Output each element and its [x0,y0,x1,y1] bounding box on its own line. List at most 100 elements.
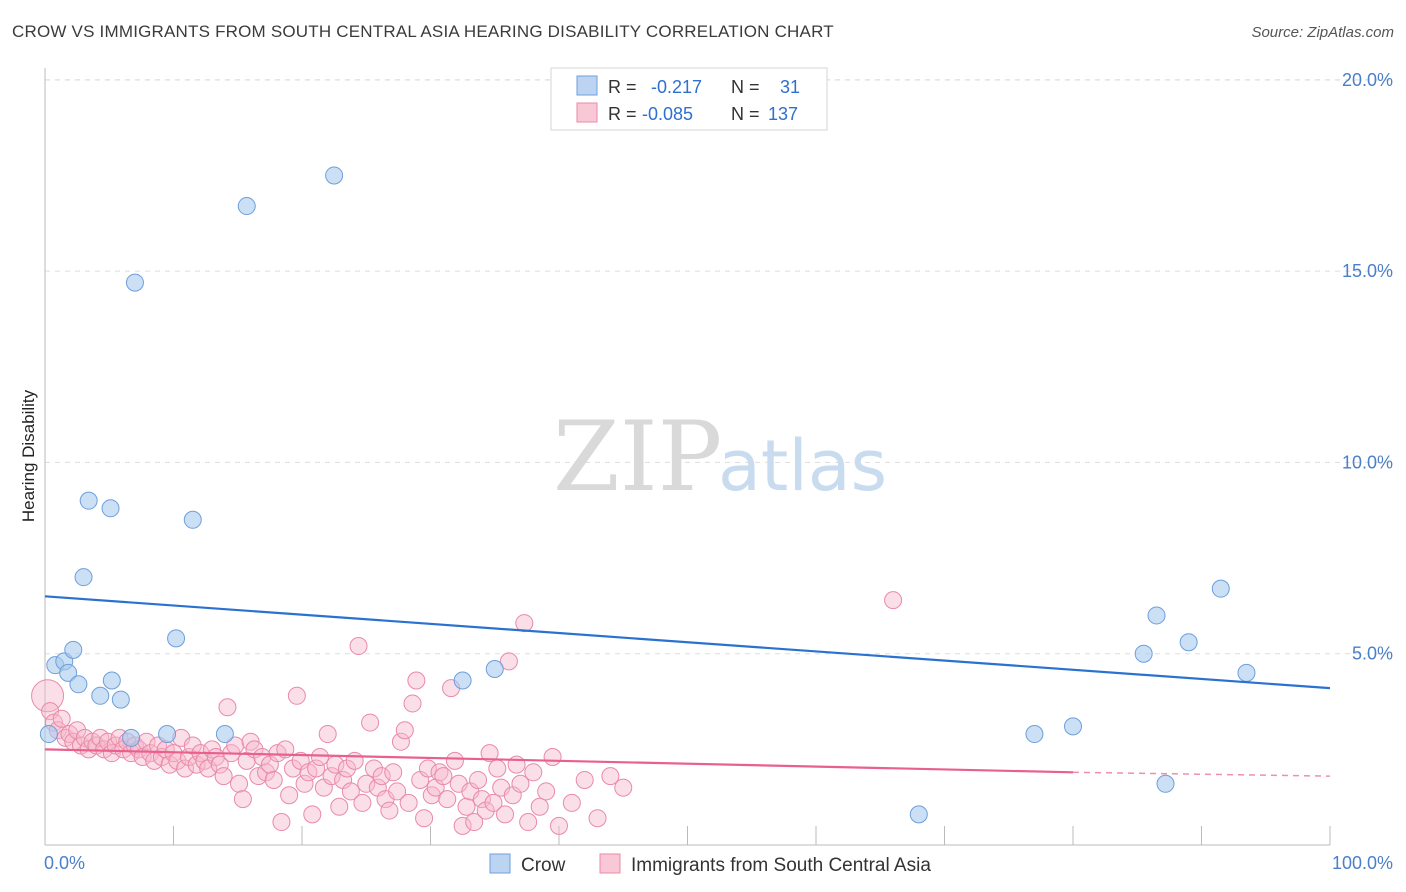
trend-lines [44,595,1331,777]
crow-point [125,273,144,292]
immigrants-point [31,679,65,713]
immigrants-point [287,686,306,705]
crow-point [158,725,177,744]
immigrants-point [361,713,380,732]
immigrants-point [280,786,299,805]
immigrants-point [303,805,322,824]
immigrants-point [341,782,360,801]
immigrants-point [453,816,472,835]
immigrants-point [403,694,422,713]
crow-point [237,197,256,216]
stats-box: R = -0.217 N = 31 R = -0.085 N = 137 [550,67,828,131]
immigrants-point [318,725,337,744]
immigrants-point [465,813,484,832]
crow-stats-swatch [576,75,598,96]
chart-title: CROW VS IMMIGRANTS FROM SOUTH CENTRAL AS… [12,22,834,41]
crow-point [325,166,344,185]
immigrants-point [884,591,903,610]
immigrants-point [68,721,87,740]
y-tick-labels: 5.0% 10.0% 15.0% 20.0% [1342,70,1393,664]
immigrants-trend-extension [1072,771,1331,777]
legend-crow-swatch [489,853,511,874]
watermark-zip: ZIP [553,401,722,513]
crow-point [1179,633,1198,652]
immigrants-point [264,770,283,789]
y-axis-label: Hearing Disability [19,389,38,522]
immigrants-point [488,759,507,778]
immigrants-point [307,759,326,778]
immigrants-point [496,805,515,824]
immigrants-point [218,698,237,717]
immigrants-point [233,790,252,809]
crow-point [1211,579,1230,598]
immigrants-point [434,767,453,786]
crow-point [909,805,928,824]
crow-point [64,640,83,659]
immigrants-point [445,751,464,770]
legend-immigrants-label: Immigrants from South Central Asia [631,855,931,876]
crow-point [39,725,58,744]
immigrants-point [614,778,633,797]
y-tick-label: 10.0% [1342,452,1393,472]
crow-point [1025,725,1044,744]
crow-point [1237,663,1256,682]
axes [44,68,1331,846]
immigrants-point [415,809,434,828]
crow-point [79,491,98,510]
immigrants-point [588,809,607,828]
immigrants-point [438,790,457,809]
immigrants-point [530,797,549,816]
immigrants-point [407,671,426,690]
crow-r-value: -0.217 [651,77,702,97]
immigrants-trend-line [44,748,1074,774]
immigrants-point [601,767,620,786]
immigrants-point [284,759,303,778]
immigrants-point [183,736,202,755]
immigrants-point [176,759,195,778]
immigrants-point [472,790,491,809]
crow-point [111,690,130,709]
source-label: Source: ZipAtlas.com [1251,24,1394,41]
immigrants-point [357,774,376,793]
imm-r-label: R = [608,104,637,124]
crow-point [1156,774,1175,793]
crow-point [59,663,78,682]
immigrants-point [330,797,349,816]
immigrants-point [353,793,372,812]
immigrants-point [524,763,543,782]
x-tick-label: 0.0% [44,853,85,873]
crow-point [167,629,186,648]
imm-r-value: -0.085 [642,104,693,124]
immigrants-point [253,748,272,767]
immigrants-point [349,637,368,656]
crow-point [69,675,88,694]
immigrants-point [457,797,476,816]
y-tick-label: 5.0% [1352,644,1393,664]
crow-points [39,166,1256,824]
crow-point [183,510,202,529]
immigrants-point [562,793,581,812]
crow-n-label: N = [731,77,760,97]
imm-n-value: 137 [768,104,798,124]
crow-point [102,671,121,690]
crow-point [485,660,504,679]
immigrants-points [31,591,903,835]
crow-n-value: 31 [780,77,800,97]
immigrants-point [384,763,403,782]
immigrants-point [469,770,488,789]
immigrants-point [372,767,391,786]
imm-stats-swatch [576,102,598,123]
immigrants-point [476,801,495,820]
immigrants-point [214,767,233,786]
immigrants-point [210,755,229,774]
immigrants-point [337,759,356,778]
crow-trend-line [44,595,1331,690]
x-tick-label: 100.0% [1332,853,1393,873]
immigrants-point [322,767,341,786]
immigrants-point [230,774,249,793]
crow-point [91,686,110,705]
immigrants-point [399,793,418,812]
immigrants-point [511,774,530,793]
immigrants-point [391,732,410,751]
immigrants-point [52,709,71,728]
